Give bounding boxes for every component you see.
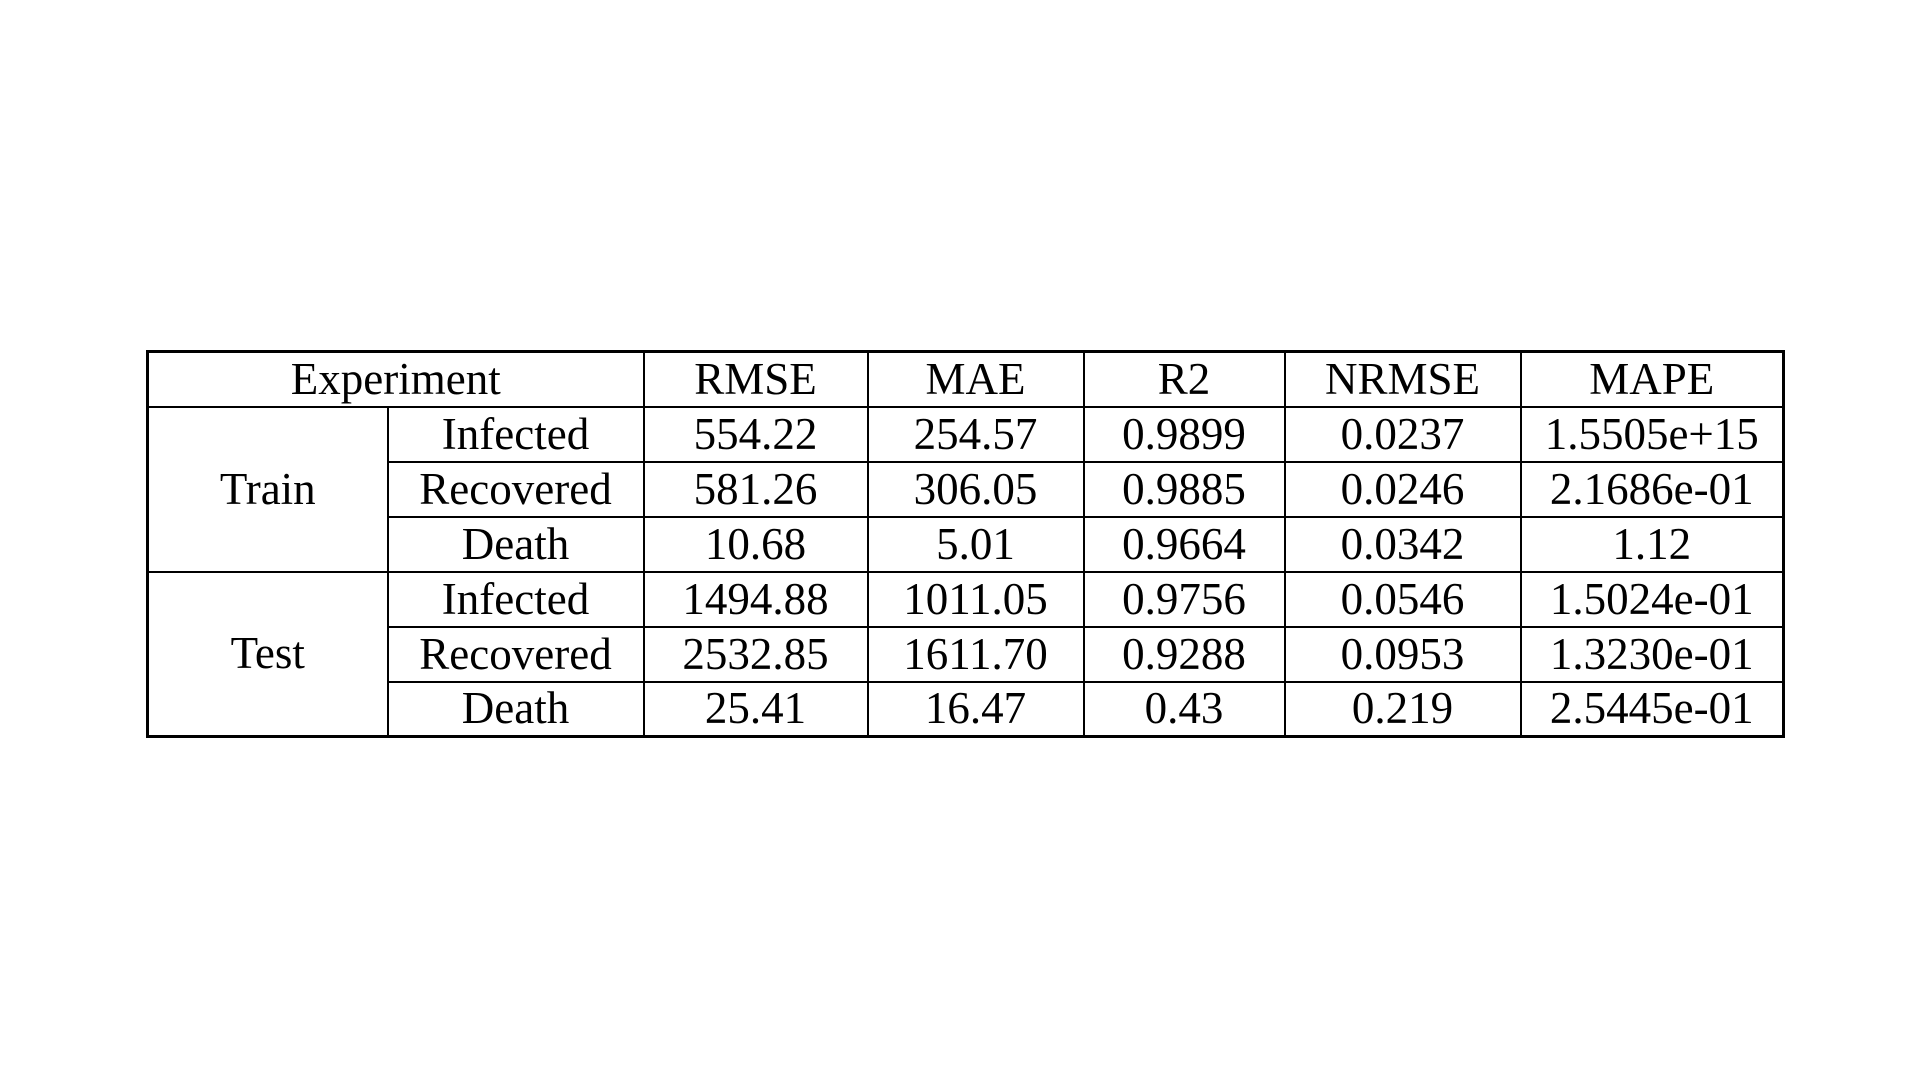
cell-rmse: 25.41: [642, 680, 869, 738]
cell-mape: 1.5024e-01: [1519, 570, 1785, 628]
table-row: Recovered 2532.85 1611.70 0.9288 0.0953 …: [148, 625, 1785, 683]
header-r2: R2: [1082, 350, 1286, 408]
cell-nrmse: 0.0342: [1283, 515, 1522, 573]
group-label-test: Test: [146, 570, 389, 738]
cell-nrmse: 0.0237: [1283, 405, 1522, 463]
row-label: Infected: [386, 570, 645, 628]
cell-mape: 2.5445e-01: [1519, 680, 1785, 738]
header-mae: MAE: [866, 350, 1085, 408]
group-label-train: Train: [146, 405, 389, 573]
cell-mape: 1.5505e+15: [1519, 405, 1785, 463]
cell-r2: 0.9756: [1082, 570, 1286, 628]
cell-rmse: 554.22: [642, 405, 869, 463]
cell-mae: 1011.05: [866, 570, 1085, 628]
cell-mape: 1.3230e-01: [1519, 625, 1785, 683]
table-row: Test Infected 1494.88 1011.05 0.9756 0.0…: [146, 570, 1785, 738]
table-row: Death 10.68 5.01 0.9664 0.0342 1.12: [148, 515, 1785, 573]
cell-r2: 0.9885: [1082, 460, 1286, 518]
cell-mae: 1611.70: [866, 625, 1085, 683]
cell-mae: 306.05: [866, 460, 1085, 518]
cell-rmse: 581.26: [642, 460, 869, 518]
row-label: Death: [386, 680, 645, 738]
cell-rmse: 10.68: [642, 515, 869, 573]
row-label: Death: [386, 515, 645, 573]
header-mape: MAPE: [1519, 350, 1785, 408]
table-row: Recovered 581.26 306.05 0.9885 0.0246 2.…: [148, 460, 1785, 518]
cell-rmse: 2532.85: [642, 625, 869, 683]
cell-mape: 1.12: [1519, 515, 1785, 573]
cell-rmse: 1494.88: [642, 570, 869, 628]
cell-r2: 0.9664: [1082, 515, 1286, 573]
header-rmse: RMSE: [642, 350, 869, 408]
results-table: Experiment RMSE MAE R2 NRMSE MAPE Train …: [146, 350, 1785, 738]
cell-mae: 254.57: [866, 405, 1085, 463]
table-row: Death 25.41 16.47 0.43 0.219 2.5445e-01: [148, 680, 1785, 738]
cell-mae: 5.01: [866, 515, 1085, 573]
cell-nrmse: 0.0246: [1283, 460, 1522, 518]
cell-nrmse: 0.0953: [1283, 625, 1522, 683]
cell-r2: 0.9899: [1082, 405, 1286, 463]
cell-nrmse: 0.219: [1283, 680, 1522, 738]
header-row: Experiment RMSE MAE R2 NRMSE MAPE: [146, 350, 1785, 408]
row-label: Recovered: [386, 625, 645, 683]
header-experiment: Experiment: [146, 350, 645, 408]
cell-mape: 2.1686e-01: [1519, 460, 1785, 518]
row-label: Infected: [386, 405, 645, 463]
cell-mae: 16.47: [866, 680, 1085, 738]
cell-r2: 0.43: [1082, 680, 1286, 738]
row-label: Recovered: [386, 460, 645, 518]
header-nrmse: NRMSE: [1283, 350, 1522, 408]
cell-r2: 0.9288: [1082, 625, 1286, 683]
table-row: Train Infected 554.22 254.57 0.9899 0.02…: [146, 405, 1785, 573]
cell-nrmse: 0.0546: [1283, 570, 1522, 628]
